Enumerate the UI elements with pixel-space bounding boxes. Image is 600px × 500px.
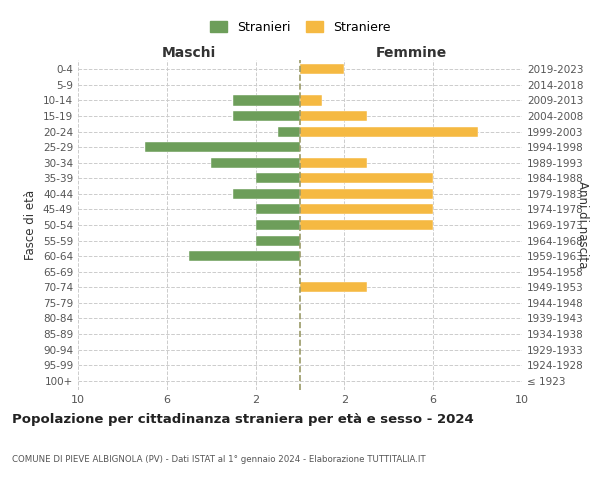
- Y-axis label: Fasce di età: Fasce di età: [25, 190, 37, 260]
- Bar: [300, 96, 322, 106]
- Bar: [256, 173, 300, 184]
- Bar: [300, 173, 433, 184]
- Bar: [300, 189, 433, 199]
- Bar: [233, 96, 300, 106]
- Bar: [300, 282, 367, 292]
- Bar: [211, 158, 300, 168]
- Bar: [145, 142, 300, 152]
- Text: Popolazione per cittadinanza straniera per età e sesso - 2024: Popolazione per cittadinanza straniera p…: [12, 412, 474, 426]
- Bar: [256, 220, 300, 230]
- Bar: [256, 204, 300, 214]
- Bar: [233, 111, 300, 121]
- Bar: [233, 189, 300, 199]
- Bar: [256, 236, 300, 246]
- Bar: [300, 158, 367, 168]
- Bar: [189, 251, 300, 261]
- Bar: [300, 126, 478, 136]
- Text: Maschi: Maschi: [162, 46, 216, 60]
- Legend: Stranieri, Straniere: Stranieri, Straniere: [206, 17, 394, 38]
- Y-axis label: Anni di nascita: Anni di nascita: [576, 182, 589, 268]
- Bar: [278, 126, 300, 136]
- Text: COMUNE DI PIEVE ALBIGNOLA (PV) - Dati ISTAT al 1° gennaio 2024 - Elaborazione TU: COMUNE DI PIEVE ALBIGNOLA (PV) - Dati IS…: [12, 455, 425, 464]
- Text: Femmine: Femmine: [376, 46, 446, 60]
- Bar: [300, 220, 433, 230]
- Bar: [300, 204, 433, 214]
- Bar: [300, 111, 367, 121]
- Bar: [300, 64, 344, 74]
